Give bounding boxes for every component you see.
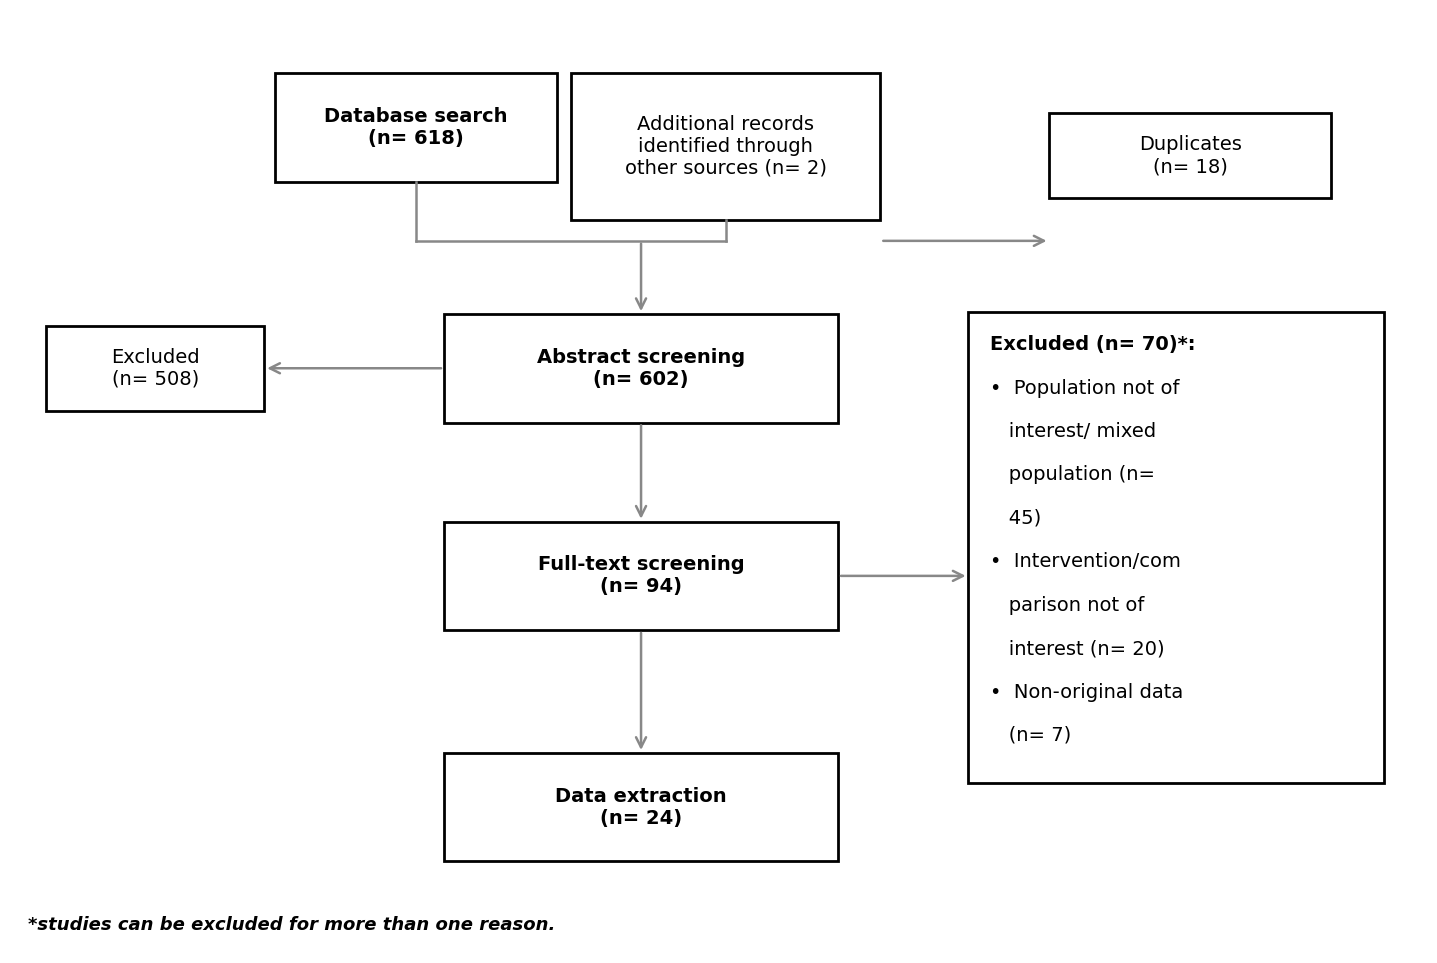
Text: Excluded (n= 70)*:: Excluded (n= 70)*: <box>990 335 1196 354</box>
Text: 45): 45) <box>990 508 1040 528</box>
FancyBboxPatch shape <box>444 522 838 630</box>
Text: parison not of: parison not of <box>990 596 1144 614</box>
Text: interest (n= 20): interest (n= 20) <box>990 639 1164 658</box>
Text: Excluded
(n= 508): Excluded (n= 508) <box>111 348 200 389</box>
Text: Additional records
identified through
other sources (n= 2): Additional records identified through ot… <box>625 115 826 178</box>
FancyBboxPatch shape <box>444 753 838 861</box>
Text: *studies can be excluded for more than one reason.: *studies can be excluded for more than o… <box>29 917 556 934</box>
FancyBboxPatch shape <box>570 73 881 220</box>
Text: population (n=: population (n= <box>990 465 1154 484</box>
Text: Full-text screening
(n= 94): Full-text screening (n= 94) <box>537 556 744 596</box>
FancyBboxPatch shape <box>444 314 838 423</box>
FancyBboxPatch shape <box>46 325 264 410</box>
Text: (n= 7): (n= 7) <box>990 726 1071 745</box>
Text: Duplicates
(n= 18): Duplicates (n= 18) <box>1140 136 1242 176</box>
FancyBboxPatch shape <box>969 312 1384 784</box>
Text: Abstract screening
(n= 602): Abstract screening (n= 602) <box>537 348 746 389</box>
Text: Data extraction
(n= 24): Data extraction (n= 24) <box>555 787 727 827</box>
Text: •  Non-original data: • Non-original data <box>990 683 1183 701</box>
Text: •  Intervention/com: • Intervention/com <box>990 553 1180 571</box>
FancyBboxPatch shape <box>274 73 556 182</box>
FancyBboxPatch shape <box>1049 114 1331 198</box>
Text: •  Population not of: • Population not of <box>990 378 1180 398</box>
Text: interest/ mixed: interest/ mixed <box>990 422 1155 441</box>
Text: Database search
(n= 618): Database search (n= 618) <box>323 107 507 148</box>
